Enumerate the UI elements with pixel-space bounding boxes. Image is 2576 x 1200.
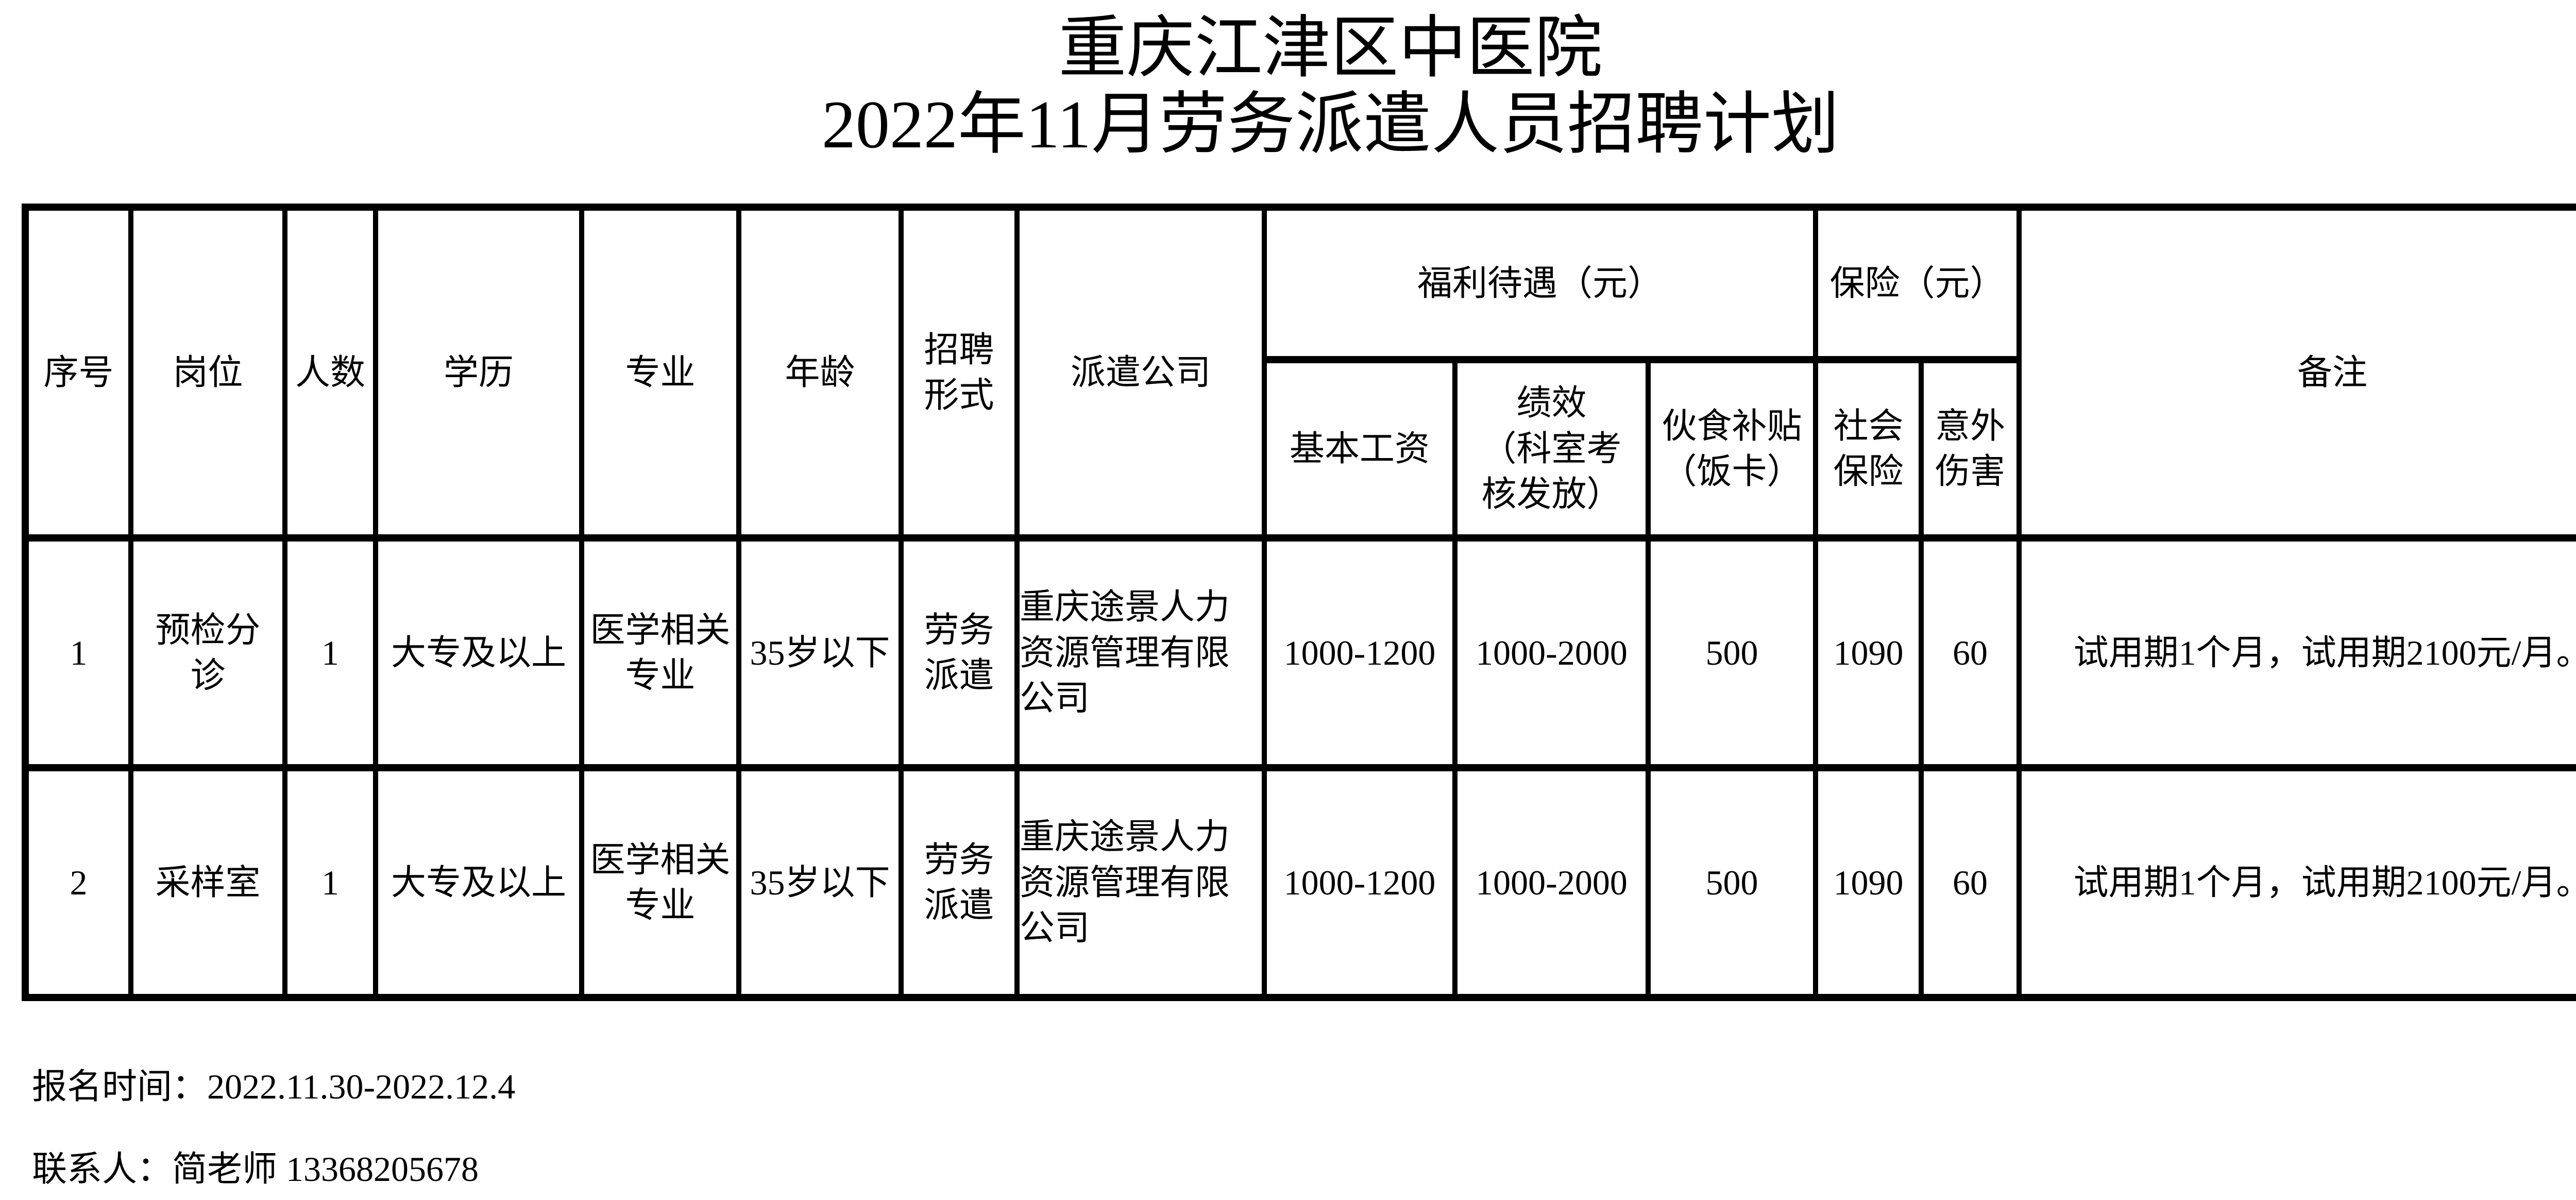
- table-row-2: 2 采样室 1 大专及以上 医学相关 专业 35岁以下 劳务 派遣 重庆途景人力…: [23, 764, 2576, 1001]
- header-age: 年龄: [736, 204, 904, 542]
- row1-recruit-type-cell: 劳务 派遣: [899, 534, 1020, 771]
- contact-text: 联系人：简老师 13368205678: [32, 1150, 479, 1189]
- row1-headcount-cell: 1: [282, 534, 378, 771]
- header-dispatch-company: 派遣公司: [1014, 204, 1267, 542]
- title-line-1: 重庆江津区中医院: [1058, 10, 1603, 86]
- header-row-sub: 基本工资 绩效 （科室考 核发放） 伙食补贴 （饭卡） 社会 保险 意外 伤害: [25, 356, 2576, 542]
- header-major: 专业: [579, 204, 741, 542]
- row2-major-cell: 医学相关 专业: [579, 764, 741, 1001]
- header-meal-subsidy: 伙食补贴 （饭卡）: [1645, 356, 1819, 542]
- row2-social-insurance-cell: 1090: [1813, 764, 1924, 1001]
- row1-index-cell: 1: [23, 534, 133, 771]
- row1-age-cell: 35岁以下: [736, 534, 904, 771]
- header-social-insurance: 社会 保险: [1813, 356, 1924, 542]
- row1-social-insurance-cell: 1090: [1813, 534, 1924, 771]
- row2-recruit-type-cell: 劳务 派遣: [899, 764, 1020, 1001]
- row2-accident-injury-cell: 60: [1919, 764, 2022, 1001]
- table-row-1: 1 预检分 诊 1 大专及以上 医学相关 专业 35岁以下 劳务 派遣 重庆途景…: [23, 534, 2576, 771]
- row1-dispatch-company-cell: 重庆途景人力 资源管理有限 公司: [1014, 534, 1267, 771]
- header-welfare-group: 福利待遇（元）: [1261, 204, 1819, 363]
- header-accident-injury: 意外 伤害: [1919, 356, 2022, 542]
- row1-meal-subsidy-cell: 500: [1645, 534, 1819, 771]
- row2-base-salary-cell: 1000-1200: [1262, 764, 1458, 1001]
- header-position: 岗位: [128, 204, 287, 542]
- row1-accident-injury-cell: 60: [1919, 534, 2022, 771]
- row1-major-cell: 医学相关 专业: [579, 534, 741, 771]
- page-title: 重庆江津区中医院 2022年11月劳务派遣人员招聘计划: [0, 10, 2576, 163]
- header-recruit-type: 招聘 形式: [899, 204, 1020, 542]
- header-base-salary: 基本工资: [1262, 356, 1458, 542]
- row2-age-cell: 35岁以下: [736, 764, 904, 1001]
- row2-meal-subsidy-cell: 500: [1645, 764, 1819, 1001]
- header-performance: 绩效 （科室考 核发放）: [1452, 356, 1651, 542]
- header-education: 学历: [373, 204, 584, 542]
- row1-remarks-cell: 试用期1个月，试用期2100元/月。: [2016, 534, 2576, 771]
- row2-remarks-cell: 试用期1个月，试用期2100元/月。: [2016, 764, 2576, 1001]
- row2-index-cell: 2: [23, 764, 133, 1001]
- header-headcount: 人数: [282, 204, 378, 542]
- row1-base-salary-cell: 1000-1200: [1262, 534, 1458, 771]
- title-line-2: 2022年11月劳务派遣人员招聘计划: [821, 86, 1840, 162]
- row1-position-cell: 预检分 诊: [128, 534, 287, 771]
- row2-dispatch-company-cell: 重庆途景人力 资源管理有限 公司: [1014, 764, 1267, 1001]
- header-index: 序号: [23, 204, 133, 542]
- header-remarks: 备注: [2016, 204, 2576, 542]
- row1-performance-cell: 1000-2000: [1452, 534, 1651, 771]
- signup-time-text: 报名时间：2022.11.30-2022.12.4: [32, 1067, 516, 1106]
- row2-performance-cell: 1000-2000: [1452, 764, 1651, 1001]
- row2-headcount-cell: 1: [282, 764, 378, 1001]
- row1-education-cell: 大专及以上: [373, 534, 584, 771]
- row2-education-cell: 大专及以上: [373, 764, 584, 1001]
- row2-position-cell: 采样室: [128, 764, 287, 1001]
- header-insurance-group: 保险（元）: [1813, 204, 2022, 363]
- recruitment-table: 序号 岗位 人数 学历 专业 年龄 招聘 形式 派遣公司 福利待遇（元） 保险（…: [22, 204, 2576, 1001]
- header-row-top: 序号 岗位 人数 学历 专业 年龄 招聘 形式 派遣公司 福利待遇（元） 保险（…: [23, 204, 2576, 542]
